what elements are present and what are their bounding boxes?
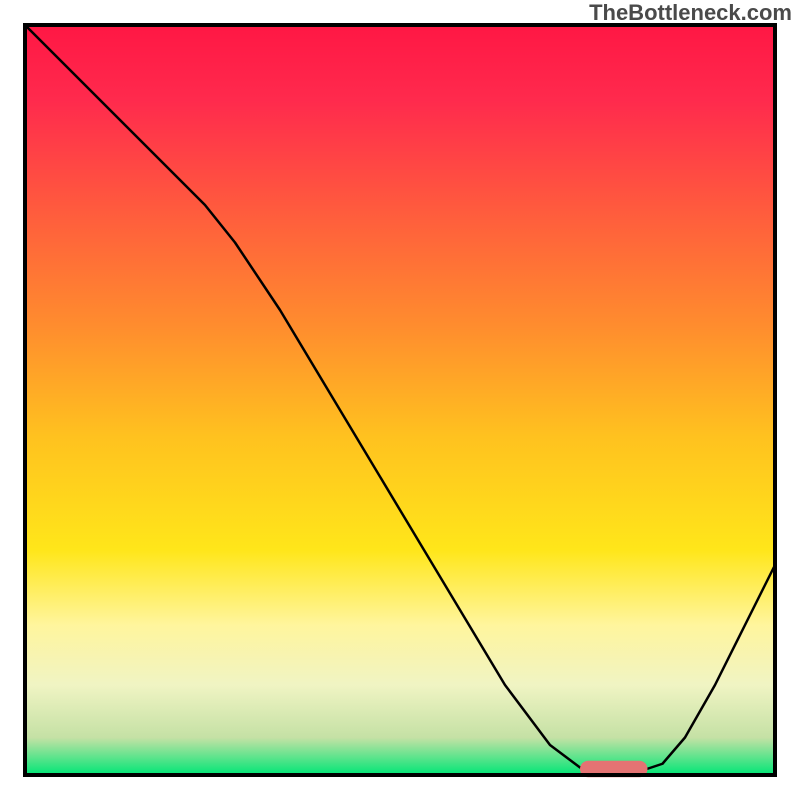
watermark-text: TheBottleneck.com bbox=[589, 0, 792, 26]
chart-svg bbox=[0, 0, 800, 800]
bottleneck-chart: TheBottleneck.com bbox=[0, 0, 800, 800]
